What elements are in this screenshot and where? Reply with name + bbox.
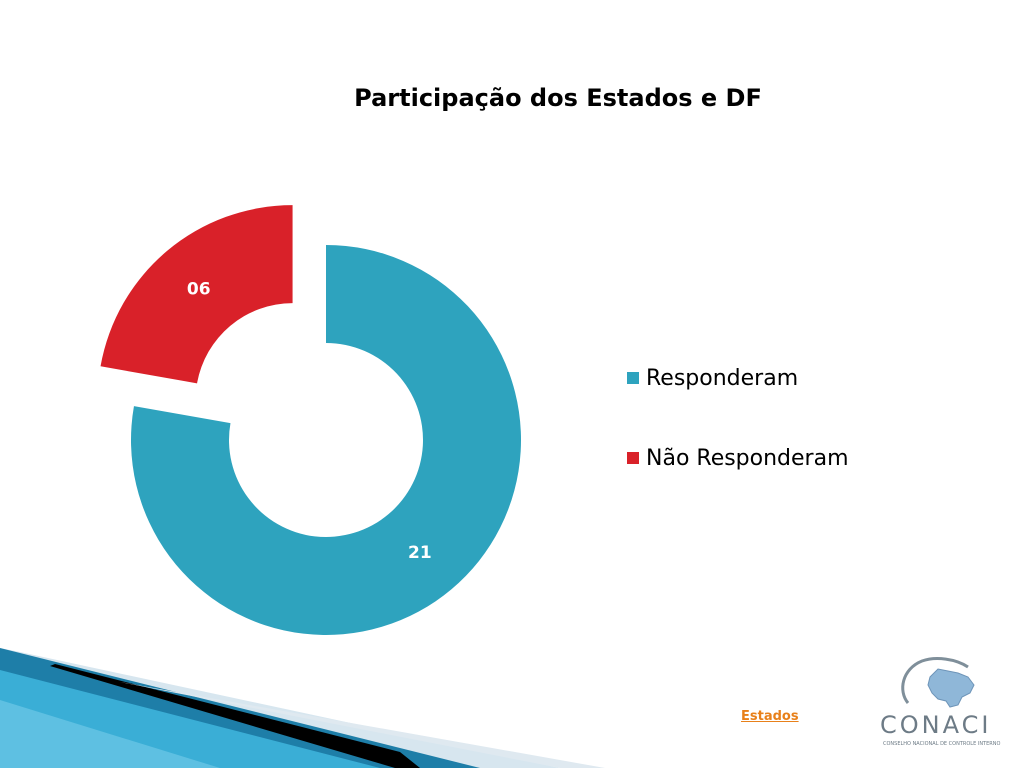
chart-legend: Responderam Não Responderam [627, 363, 849, 523]
legend-item-responderam: Responderam [627, 363, 849, 393]
legend-label-responderam: Responderam [646, 365, 799, 391]
legend-swatch-nao-responderam [627, 452, 639, 464]
legend-item-nao-responderam: Não Responderam [627, 443, 849, 473]
slice-responderam [130, 245, 521, 635]
legend-swatch-responderam [627, 372, 639, 384]
brazil-map-icon [901, 657, 975, 708]
legend-label-nao-responderam: Não Responderam [646, 445, 849, 471]
logo-subtitle: CONSELHO NACIONAL DE CONTROLE INTERNO [883, 741, 1001, 747]
data-label-responderam: 21 [408, 543, 432, 563]
chart-title: Participação dos Estados e DF [354, 84, 762, 112]
conaci-logo: CONACI CONSELHO NACIONAL DE CONTROLE INT… [878, 655, 1001, 755]
data-label-nao-responderam: 06 [187, 279, 211, 299]
slide-decoration [0, 648, 605, 768]
estados-link[interactable]: Estados [741, 709, 799, 724]
logo-name: CONACI [880, 711, 992, 739]
slice-nao-responderam [100, 205, 293, 384]
